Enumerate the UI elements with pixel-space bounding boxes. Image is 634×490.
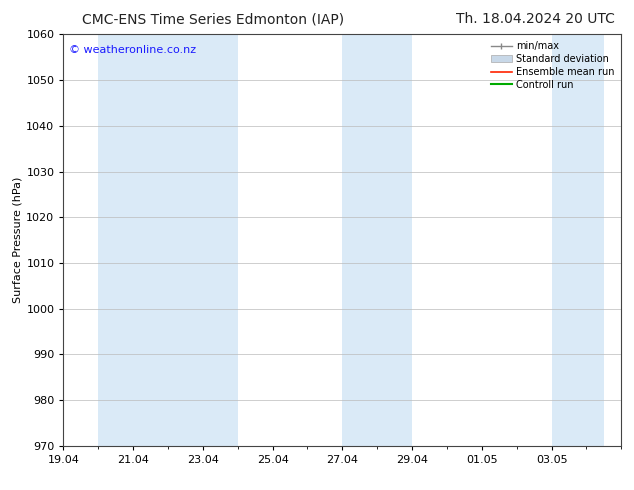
Text: CMC-ENS Time Series Edmonton (IAP): CMC-ENS Time Series Edmonton (IAP)	[82, 12, 344, 26]
Bar	[98, 34, 168, 446]
Text: Th. 18.04.2024 20 UTC: Th. 18.04.2024 20 UTC	[456, 12, 615, 26]
Bar	[552, 34, 604, 446]
Y-axis label: Surface Pressure (hPa): Surface Pressure (hPa)	[12, 177, 22, 303]
Bar	[168, 34, 238, 446]
Legend: min/max, Standard deviation, Ensemble mean run, Controll run: min/max, Standard deviation, Ensemble me…	[489, 39, 616, 92]
Bar	[342, 34, 412, 446]
Text: © weatheronline.co.nz: © weatheronline.co.nz	[69, 45, 196, 54]
